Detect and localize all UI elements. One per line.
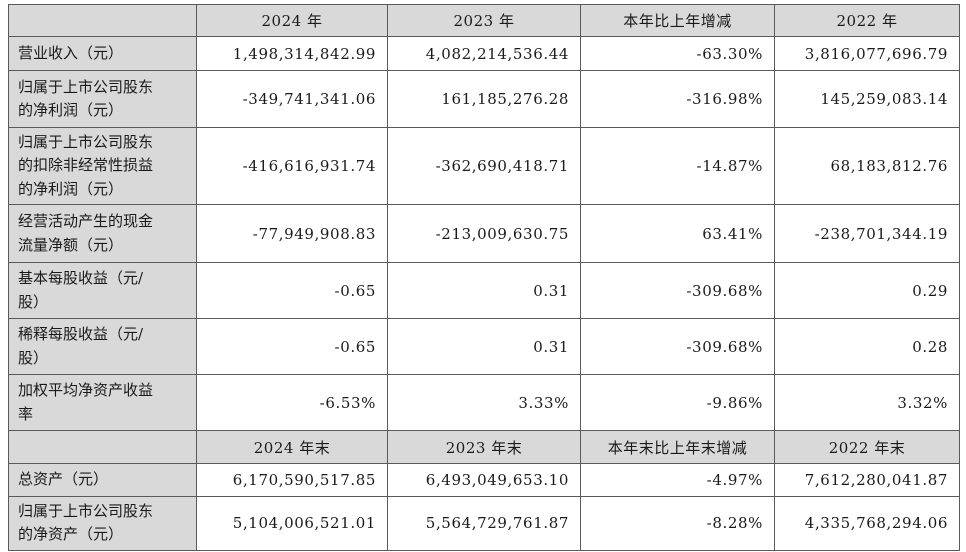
financial-summary-table: 2024 年 2023 年 本年比上年增减 2022 年 营业收入（元） 1,4… — [8, 4, 960, 551]
value-cell: -213,009,630.75 — [387, 204, 581, 263]
value-cell: 63.41% — [580, 204, 775, 263]
header-2023-year-end: 2023 年末 — [387, 430, 581, 464]
row-label-cell: 加权平均净资产收益 率 — [8, 374, 197, 431]
header-2022: 2022 年 — [774, 4, 960, 37]
row-diluted-eps: 稀释每股收益（元/ 股） -0.65 0.31 -309.68% 0.28 — [8, 318, 960, 375]
value-cell: 1,498,314,842.99 — [196, 36, 388, 71]
value-cell: -309.68% — [580, 318, 775, 375]
header-yoy-change: 本年比上年增减 — [580, 4, 775, 37]
value-cell: -362,690,418.71 — [387, 127, 581, 205]
value-cell: -8.28% — [580, 496, 775, 551]
row-weighted-avg-roe: 加权平均净资产收益 率 -6.53% 3.33% -9.86% 3.32% — [8, 374, 960, 431]
value-cell: 3,816,077,696.79 — [774, 36, 960, 71]
value-cell: -0.65 — [196, 318, 388, 375]
row-label-cell: 总资产（元） — [8, 463, 197, 497]
row-basic-eps: 基本每股收益（元/ 股） -0.65 0.31 -309.68% 0.29 — [8, 262, 960, 319]
value-cell: -9.86% — [580, 374, 775, 431]
value-cell: 4,082,214,536.44 — [387, 36, 581, 71]
value-cell: -416,616,931.74 — [196, 127, 388, 205]
value-cell: 6,493,049,653.10 — [387, 463, 581, 497]
row-operating-revenue: 营业收入（元） 1,498,314,842.99 4,082,214,536.4… — [8, 36, 960, 71]
value-cell: 145,259,083.14 — [774, 70, 960, 128]
row-net-profit-excl-nonrecurring: 归属于上市公司股东 的扣除非经常性损益 的净利润（元） -416,616,931… — [8, 127, 960, 205]
value-cell: 68,183,812.76 — [774, 127, 960, 205]
header-2024: 2024 年 — [196, 4, 388, 37]
value-cell: 0.28 — [774, 318, 960, 375]
value-cell: -6.53% — [196, 374, 388, 431]
value-cell: 0.29 — [774, 262, 960, 319]
value-cell: -309.68% — [580, 262, 775, 319]
row-label-cell: 基本每股收益（元/ 股） — [8, 262, 197, 319]
value-cell: -14.87% — [580, 127, 775, 205]
row-label-cell: 归属于上市公司股东 的扣除非经常性损益 的净利润（元） — [8, 127, 197, 205]
row-label-cell: 稀释每股收益（元/ 股） — [8, 318, 197, 375]
value-cell: -0.65 — [196, 262, 388, 319]
value-cell: 5,564,729,761.87 — [387, 496, 581, 551]
value-cell: 4,335,768,294.06 — [774, 496, 960, 551]
value-cell: 6,170,590,517.85 — [196, 463, 388, 497]
row-label-cell: 营业收入（元） — [8, 36, 197, 71]
row-label-cell: 归属于上市公司股东 的净资产（元） — [8, 496, 197, 551]
value-cell: -316.98% — [580, 70, 775, 128]
header-2022-year-end: 2022 年末 — [774, 430, 960, 464]
value-cell: 161,185,276.28 — [387, 70, 581, 128]
header-corner-cell — [8, 4, 197, 37]
header-year-end-change: 本年末比上年末增减 — [580, 430, 775, 464]
value-cell: -77,949,908.83 — [196, 204, 388, 263]
row-net-profit-attributable: 归属于上市公司股东 的净利润（元） -349,741,341.06 161,18… — [8, 70, 960, 128]
value-cell: 0.31 — [387, 262, 581, 319]
header-row-annual: 2024 年 2023 年 本年比上年增减 2022 年 — [8, 4, 960, 37]
value-cell: 7,612,280,041.87 — [774, 463, 960, 497]
row-total-assets: 总资产（元） 6,170,590,517.85 6,493,049,653.10… — [8, 463, 960, 497]
value-cell: -63.30% — [580, 36, 775, 71]
value-cell: 3.32% — [774, 374, 960, 431]
row-net-assets-attributable: 归属于上市公司股东 的净资产（元） 5,104,006,521.01 5,564… — [8, 496, 960, 551]
header-corner-cell — [8, 430, 197, 464]
value-cell: 3.33% — [387, 374, 581, 431]
header-2024-year-end: 2024 年末 — [196, 430, 388, 464]
value-cell: 5,104,006,521.01 — [196, 496, 388, 551]
row-label-cell: 归属于上市公司股东 的净利润（元） — [8, 70, 197, 128]
row-operating-cash-flow: 经营活动产生的现金 流量净额（元） -77,949,908.83 -213,00… — [8, 204, 960, 263]
value-cell: -349,741,341.06 — [196, 70, 388, 128]
value-cell: -238,701,344.19 — [774, 204, 960, 263]
row-label-cell: 经营活动产生的现金 流量净额（元） — [8, 204, 197, 263]
value-cell: -4.97% — [580, 463, 775, 497]
value-cell: 0.31 — [387, 318, 581, 375]
header-row-year-end: 2024 年末 2023 年末 本年末比上年末增减 2022 年末 — [8, 430, 960, 464]
header-2023: 2023 年 — [387, 4, 581, 37]
